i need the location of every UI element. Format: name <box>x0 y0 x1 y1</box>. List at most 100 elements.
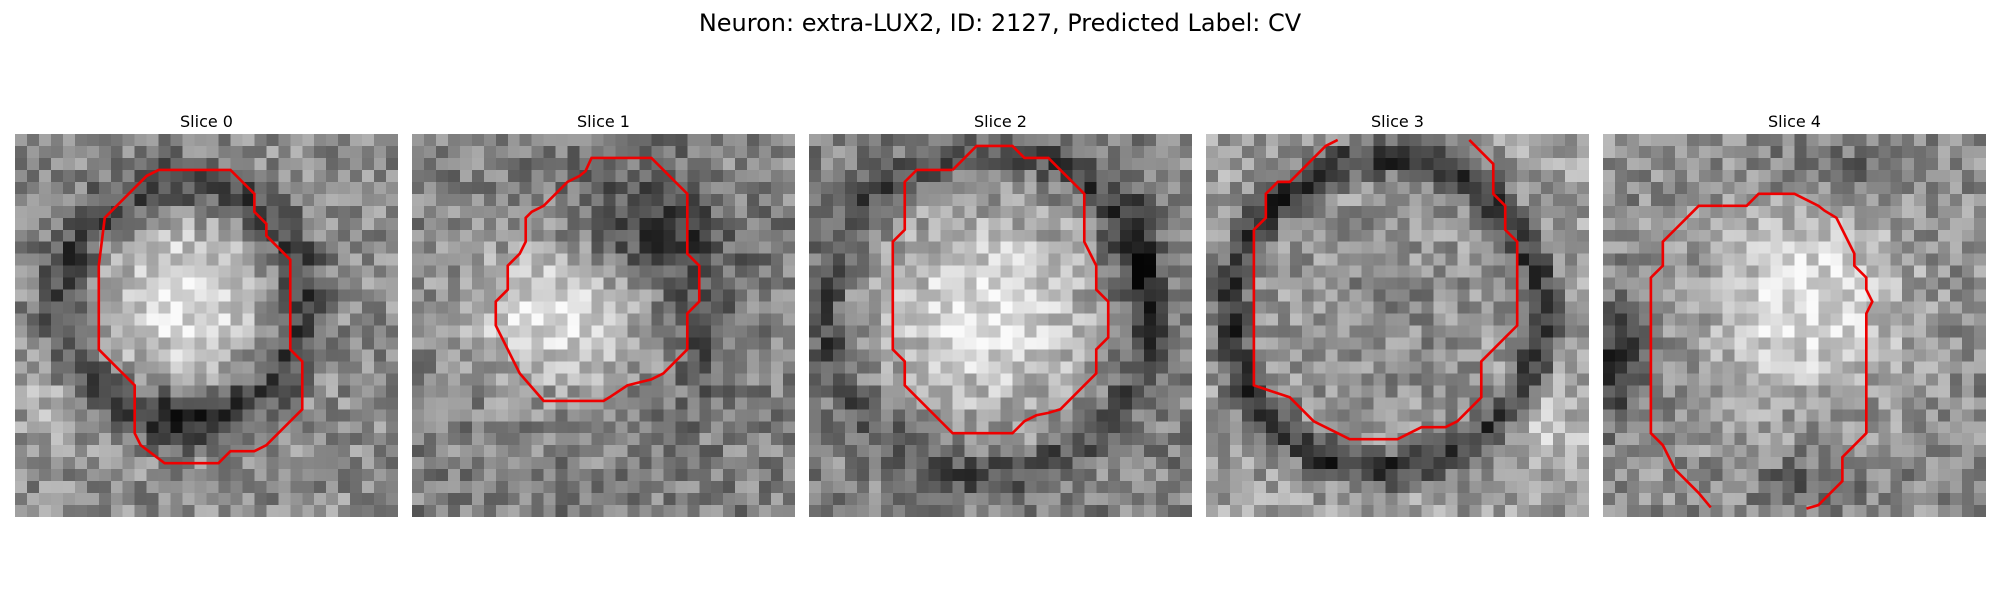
image-pixel <box>1674 373 1688 386</box>
image-pixel <box>1746 337 1759 350</box>
image-pixel <box>350 325 363 338</box>
image-pixel <box>735 301 748 314</box>
image-pixel <box>447 433 461 446</box>
image-pixel <box>194 433 207 446</box>
image-pixel <box>1265 481 1279 494</box>
image-pixel <box>326 193 339 207</box>
image-pixel <box>747 397 760 410</box>
image-pixel <box>627 433 640 446</box>
image-pixel <box>699 193 712 207</box>
image-pixel <box>988 313 1001 326</box>
image-pixel <box>266 481 279 494</box>
image-pixel <box>1794 361 1807 374</box>
image-pixel <box>783 481 795 494</box>
image-pixel <box>747 301 760 314</box>
image-pixel <box>1361 385 1374 398</box>
image-pixel <box>771 217 784 230</box>
image-pixel <box>1325 397 1338 410</box>
image-pixel <box>1734 157 1747 171</box>
image-pixel <box>603 433 616 446</box>
image-pixel <box>1036 433 1049 446</box>
image-pixel <box>206 217 219 230</box>
image-pixel <box>1385 134 1398 147</box>
image-pixel <box>1734 433 1747 446</box>
image-pixel <box>206 289 219 302</box>
image-pixel <box>759 145 772 159</box>
image-pixel <box>1794 337 1807 350</box>
image-pixel <box>423 205 437 219</box>
image-pixel <box>1830 289 1843 302</box>
image-pixel <box>1734 397 1747 410</box>
image-pixel <box>747 313 760 326</box>
image-pixel <box>952 409 965 422</box>
image-pixel <box>266 301 279 314</box>
image-pixel <box>1433 145 1446 159</box>
image-pixel <box>412 349 425 362</box>
image-pixel <box>98 289 111 302</box>
image-pixel <box>290 445 303 458</box>
image-pixel <box>531 493 544 506</box>
image-pixel <box>759 421 772 434</box>
image-pixel <box>1180 277 1192 290</box>
image-pixel <box>1012 433 1025 446</box>
image-pixel <box>110 205 123 219</box>
image-pixel <box>1830 313 1843 326</box>
image-pixel <box>278 265 291 278</box>
image-pixel <box>820 505 834 517</box>
image-pixel <box>723 349 736 362</box>
image-pixel <box>1241 409 1255 422</box>
image-pixel <box>615 253 628 266</box>
image-pixel <box>15 229 28 242</box>
image-pixel <box>1626 457 1640 470</box>
image-pixel <box>38 277 52 290</box>
image-pixel <box>1457 325 1470 338</box>
image-pixel <box>435 325 449 338</box>
image-pixel <box>218 373 231 386</box>
image-pixel <box>326 505 339 517</box>
image-pixel <box>603 134 616 147</box>
image-pixel <box>1206 241 1219 254</box>
image-pixel <box>1445 217 1458 230</box>
image-pixel <box>1890 313 1903 326</box>
image-pixel <box>591 289 604 302</box>
image-pixel <box>338 289 351 302</box>
image-pixel <box>1517 397 1530 410</box>
image-pixel <box>543 205 556 219</box>
image-pixel <box>747 409 760 422</box>
image-pixel <box>1373 145 1386 159</box>
image-pixel <box>362 361 375 374</box>
image-pixel <box>868 205 882 219</box>
image-pixel <box>1541 325 1554 338</box>
image-pixel <box>1890 193 1903 207</box>
image-pixel <box>1950 277 1963 290</box>
image-pixel <box>723 157 736 171</box>
image-pixel <box>74 361 88 374</box>
image-pixel <box>1770 289 1783 302</box>
image-pixel <box>1433 265 1446 278</box>
image-pixel <box>832 193 846 207</box>
image-pixel <box>302 481 315 494</box>
image-pixel <box>627 313 640 326</box>
image-pixel <box>1746 145 1759 159</box>
image-pixel <box>1481 229 1494 242</box>
image-pixel <box>1132 205 1145 219</box>
image-pixel <box>386 193 398 207</box>
image-pixel <box>928 205 941 219</box>
image-pixel <box>699 181 712 195</box>
image-pixel <box>1206 337 1219 350</box>
image-pixel <box>1373 373 1386 386</box>
image-pixel <box>1265 157 1279 171</box>
image-pixel <box>1553 397 1566 410</box>
image-pixel <box>844 505 858 517</box>
image-pixel <box>844 193 858 207</box>
image-pixel <box>555 134 568 147</box>
image-pixel <box>711 253 724 266</box>
image-pixel <box>1108 145 1121 159</box>
image-pixel <box>1206 361 1219 374</box>
image-pixel <box>1349 397 1362 410</box>
image-pixel <box>1180 325 1192 338</box>
image-pixel <box>1445 313 1458 326</box>
image-pixel <box>1036 289 1049 302</box>
image-pixel <box>1493 505 1506 517</box>
image-pixel <box>74 385 88 398</box>
